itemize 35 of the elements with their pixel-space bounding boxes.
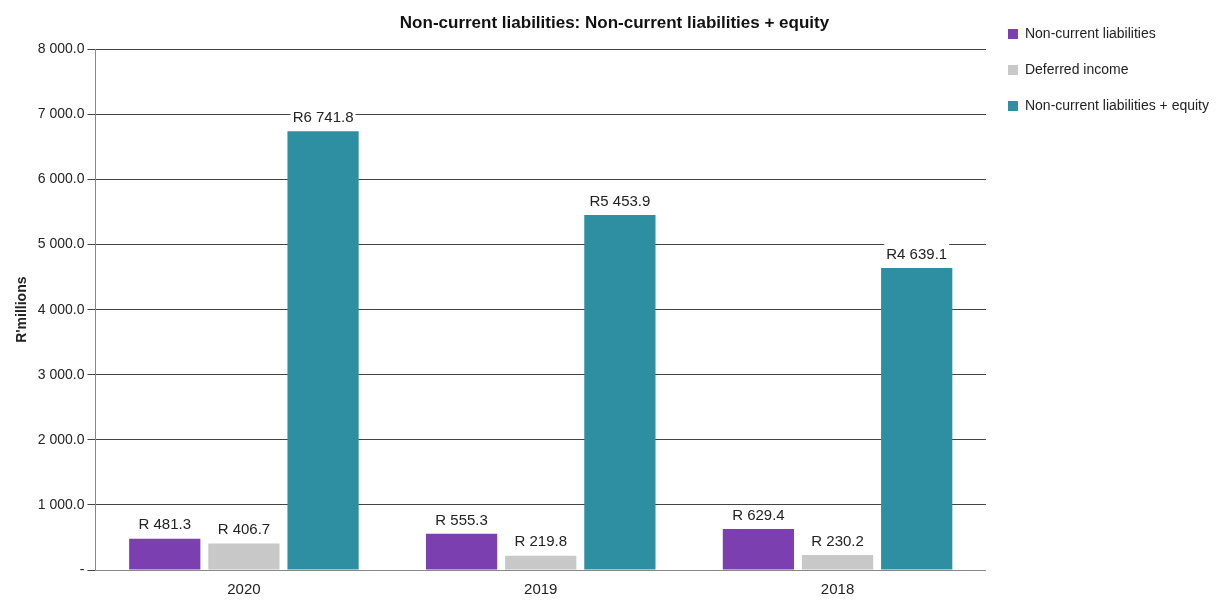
data-label: R4 639.1 [886, 244, 948, 262]
bar [801, 555, 874, 570]
data-label: R 629.4 [732, 505, 785, 523]
y-tick-label: 5 000.0 [37, 235, 85, 252]
data-label: R 481.3 [138, 515, 192, 533]
bar [425, 533, 498, 570]
legend-label: Deferred income [1024, 60, 1129, 77]
data-label: R 555.3 [435, 510, 488, 528]
bar [881, 268, 953, 570]
y-tick-label: 3 000.0 [37, 365, 85, 382]
y-axis-title: R'millions [13, 276, 30, 343]
y-tick-label: 1 000.0 [37, 495, 85, 512]
x-tick-label: 2020 [227, 580, 261, 598]
y-tick-label: 2 000.0 [37, 430, 85, 447]
data-label: R6 741.8 [292, 107, 354, 125]
bar [722, 529, 795, 570]
legend-label: Non-current liabilities + equity [1024, 96, 1209, 113]
legend-label: Non-current liabilities [1024, 24, 1156, 41]
bar [129, 538, 201, 570]
data-label: R 406.7 [217, 520, 271, 538]
data-label: R 230.2 [811, 531, 864, 549]
y-tick-label: 7 000.0 [37, 105, 85, 122]
y-tick-label: 6 000.0 [37, 170, 85, 187]
data-label: R 219.8 [514, 532, 568, 550]
y-tick-label: 8 000.0 [37, 40, 85, 57]
x-tick-label: 2018 [820, 580, 855, 598]
bar [208, 543, 280, 570]
x-tick-label: 2019 [524, 580, 558, 598]
chart-title: Non-current liabilities: Non-current liabilities + equity [399, 12, 830, 32]
bar [584, 215, 656, 570]
bar [505, 555, 577, 570]
y-tick-label: - [79, 560, 85, 577]
y-tick-label: 4 000.0 [37, 300, 85, 317]
data-label: R5 453.9 [589, 191, 651, 209]
bar [287, 131, 359, 570]
